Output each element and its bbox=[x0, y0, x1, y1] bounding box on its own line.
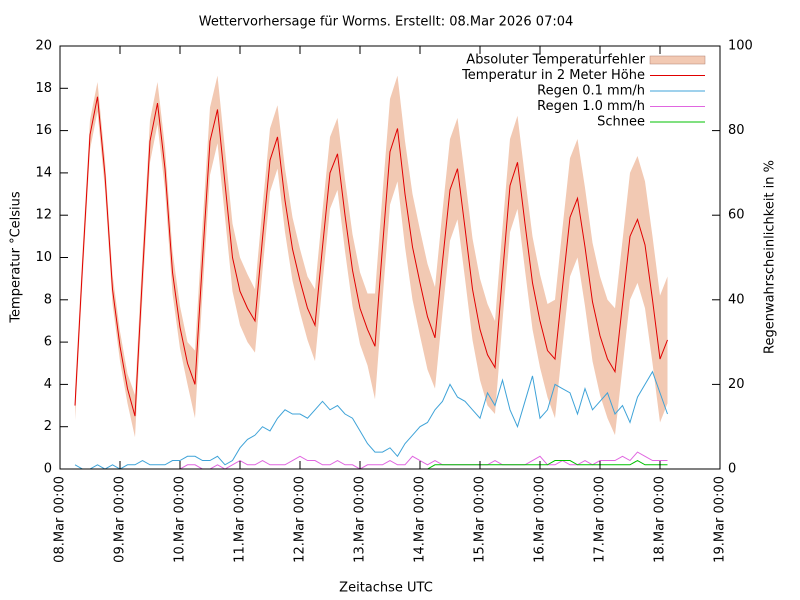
error-band bbox=[75, 75, 668, 438]
x-tick-label: 08.Mar 00:00 bbox=[53, 476, 68, 563]
legend-label: Regen 1.0 mm/h bbox=[537, 99, 645, 114]
legend-label: Temperatur in 2 Meter Höhe bbox=[461, 68, 645, 83]
y2-tick-label: 100 bbox=[728, 39, 753, 54]
y-tick-label: 20 bbox=[35, 39, 52, 54]
y-tick-label: 8 bbox=[44, 292, 52, 307]
x-tick-label: 09.Mar 00:00 bbox=[113, 476, 128, 563]
y-tick-label: 10 bbox=[35, 250, 52, 265]
x-tick-label: 12.Mar 00:00 bbox=[293, 476, 308, 563]
y-tick-label: 0 bbox=[44, 462, 52, 477]
y-tick-label: 16 bbox=[35, 123, 52, 138]
y2-tick-label: 60 bbox=[728, 208, 745, 223]
series-line bbox=[75, 451, 668, 470]
x-tick-label: 15.Mar 00:00 bbox=[473, 476, 488, 563]
y2-tick-label: 0 bbox=[728, 462, 736, 477]
y-tick-label: 2 bbox=[44, 419, 52, 434]
x-axis-label: Zeitachse UTC bbox=[339, 581, 433, 596]
legend-label: Regen 0.1 mm/h bbox=[537, 84, 645, 99]
legend-swatch bbox=[649, 55, 706, 65]
y2-tick-label: 40 bbox=[728, 292, 745, 307]
y-tick-label: 14 bbox=[35, 165, 52, 180]
x-tick-label: 10.Mar 00:00 bbox=[173, 476, 188, 563]
y2-tick-label: 80 bbox=[728, 123, 745, 138]
y2-axis-label: Regenwahrscheinlichkeit in % bbox=[763, 160, 778, 354]
x-tick-label: 19.Mar 00:00 bbox=[713, 476, 728, 563]
y-tick-label: 18 bbox=[35, 81, 52, 96]
x-tick-label: 18.Mar 00:00 bbox=[653, 476, 668, 563]
x-tick-label: 13.Mar 00:00 bbox=[353, 476, 368, 563]
y-tick-label: 6 bbox=[44, 335, 52, 350]
y-axis-label: Temperatur °Celsius bbox=[9, 191, 24, 324]
x-tick-label: 11.Mar 00:00 bbox=[233, 476, 248, 563]
x-tick-label: 16.Mar 00:00 bbox=[533, 476, 548, 563]
x-tick-label: 17.Mar 00:00 bbox=[593, 476, 608, 563]
y-tick-label: 12 bbox=[35, 208, 52, 223]
chart-title: Wettervorhersage für Worms. Erstellt: 08… bbox=[199, 15, 574, 30]
y2-tick-label: 20 bbox=[728, 377, 745, 392]
legend-label: Schnee bbox=[597, 115, 645, 130]
y-tick-label: 4 bbox=[44, 377, 52, 392]
series-line bbox=[74, 96, 668, 417]
series-line bbox=[74, 370, 668, 470]
legend-label: Absoluter Temperaturfehler bbox=[466, 53, 645, 68]
x-tick-label: 14.Mar 00:00 bbox=[413, 476, 428, 563]
